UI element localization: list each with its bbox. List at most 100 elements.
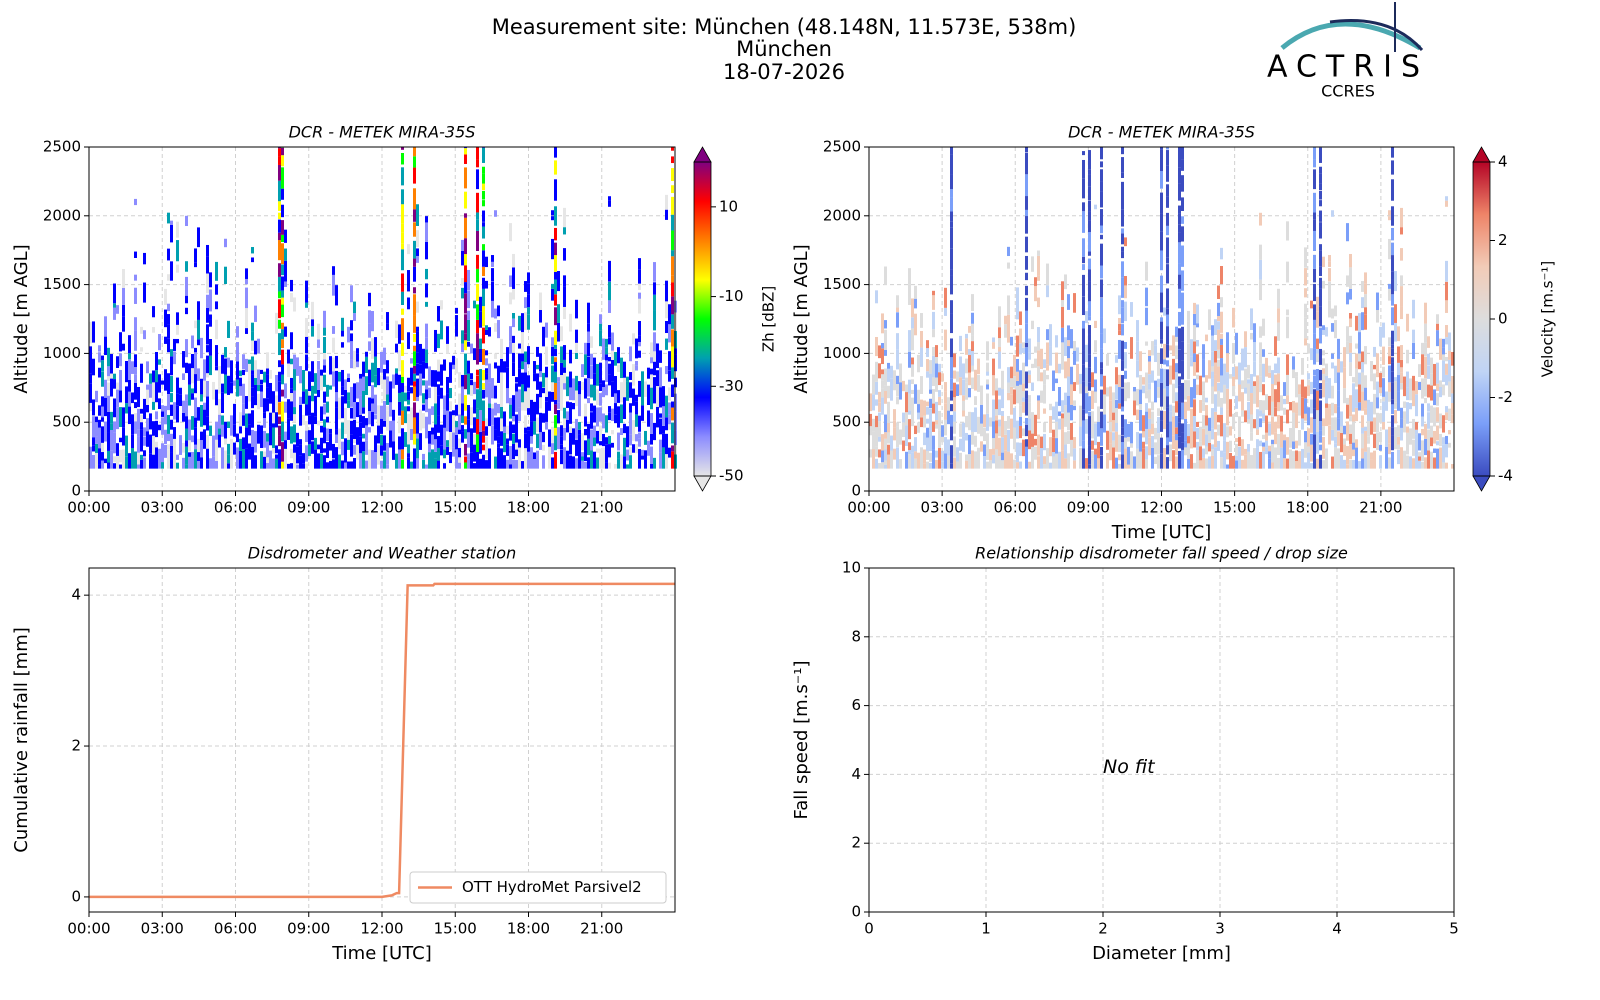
radar-cell — [1265, 432, 1268, 441]
radar-cell — [209, 458, 212, 469]
radar-cell — [1313, 283, 1316, 302]
radar-cell — [479, 311, 482, 328]
radar-cell — [914, 437, 917, 452]
radar-cell — [401, 273, 404, 292]
radar-cell — [1433, 430, 1436, 444]
radar-cell — [248, 359, 251, 364]
legend-box — [409, 871, 667, 904]
radar-cell — [1328, 281, 1331, 301]
radar-cell — [407, 391, 410, 400]
radar-cell — [1286, 221, 1289, 241]
radar-cell — [896, 422, 899, 427]
radar-cell — [116, 305, 119, 314]
radar-cell — [107, 376, 110, 382]
radar-cell — [1406, 455, 1409, 469]
radar-cell — [512, 253, 515, 268]
radar-cell — [1253, 342, 1256, 362]
radar-cell — [575, 458, 578, 469]
radar-cell — [902, 412, 905, 423]
radar-cell — [1151, 447, 1154, 469]
radar-cell — [317, 444, 320, 450]
radar-cell — [449, 401, 452, 411]
radar-cell — [200, 457, 203, 469]
radar-cell — [107, 462, 110, 469]
radar-cell — [434, 329, 437, 352]
radar-cell — [1172, 416, 1175, 436]
radar-cell — [371, 403, 374, 412]
radar-cell — [1166, 344, 1169, 358]
radar-cell — [662, 425, 665, 434]
radar-cell — [932, 421, 935, 432]
radar-cell — [383, 369, 386, 380]
radar-cell — [1313, 304, 1316, 320]
radar-cell — [1361, 391, 1364, 411]
radar-cell — [437, 384, 440, 396]
radar-cell — [512, 395, 515, 417]
radar-cell — [440, 445, 443, 456]
radar-cell — [1001, 437, 1004, 453]
radar-cell — [1157, 416, 1160, 434]
radar-cell — [914, 285, 917, 299]
radar-cell — [224, 266, 227, 285]
radar-cell — [1193, 378, 1196, 399]
radar-cell — [602, 413, 605, 429]
radar-cell — [575, 353, 578, 359]
radar-cell — [671, 230, 674, 251]
radar-cell — [1175, 440, 1178, 456]
radar-cell — [122, 287, 125, 305]
radar-cell — [89, 321, 92, 344]
radar-cell — [608, 260, 611, 282]
radar-cell — [1088, 464, 1091, 469]
radar-cell — [1169, 365, 1172, 385]
radar-cell — [224, 421, 227, 439]
radar-cell — [875, 446, 878, 457]
radar-cell — [521, 353, 524, 362]
radar-cell — [1121, 147, 1124, 155]
radar-cell — [1295, 372, 1298, 377]
radar-cell — [1304, 398, 1307, 414]
radar-cell — [290, 332, 293, 350]
radar-cell — [281, 264, 284, 276]
radar-cell — [458, 447, 461, 458]
radar-cell — [1190, 339, 1193, 357]
radar-cell — [1166, 326, 1169, 345]
radar-cell — [236, 361, 239, 380]
radar-cell — [1436, 314, 1439, 324]
radar-cell — [1181, 303, 1184, 325]
radar-cell — [1196, 323, 1199, 328]
radar-cell — [1025, 446, 1028, 469]
radar-cell — [1355, 368, 1358, 387]
radar-cell — [911, 452, 914, 469]
radar-cell — [1361, 427, 1364, 434]
radar-cell — [1322, 329, 1325, 335]
radar-cell — [1211, 325, 1214, 336]
radar-cell — [1181, 442, 1184, 450]
radar-cell — [1400, 359, 1403, 368]
radar-cell — [1169, 345, 1172, 351]
radar-cell — [1013, 407, 1016, 428]
radar-cell — [473, 433, 476, 445]
radar-cell — [509, 404, 512, 419]
radar-cell — [998, 347, 1001, 352]
radar-cell — [371, 338, 374, 359]
radar-cell — [635, 338, 638, 359]
radar-cell — [1370, 361, 1373, 374]
radar-cell — [611, 408, 614, 422]
radar-cell — [1439, 413, 1442, 429]
radar-cell — [476, 375, 479, 389]
radar-cell — [1280, 447, 1283, 469]
radar-cell — [1214, 362, 1217, 375]
radar-cell — [257, 385, 260, 392]
radar-cell — [1088, 445, 1091, 465]
radar-cell — [380, 445, 383, 456]
radar-cell — [476, 192, 479, 213]
radar-cell — [1037, 400, 1040, 420]
radar-cell — [476, 434, 479, 452]
radar-cell — [152, 454, 155, 469]
radar-cell — [1052, 406, 1055, 420]
radar-cell — [1100, 298, 1103, 318]
radar-cell — [1430, 425, 1433, 438]
radar-cell — [1451, 393, 1454, 404]
radar-cell — [179, 435, 182, 455]
radar-cell — [191, 353, 194, 369]
